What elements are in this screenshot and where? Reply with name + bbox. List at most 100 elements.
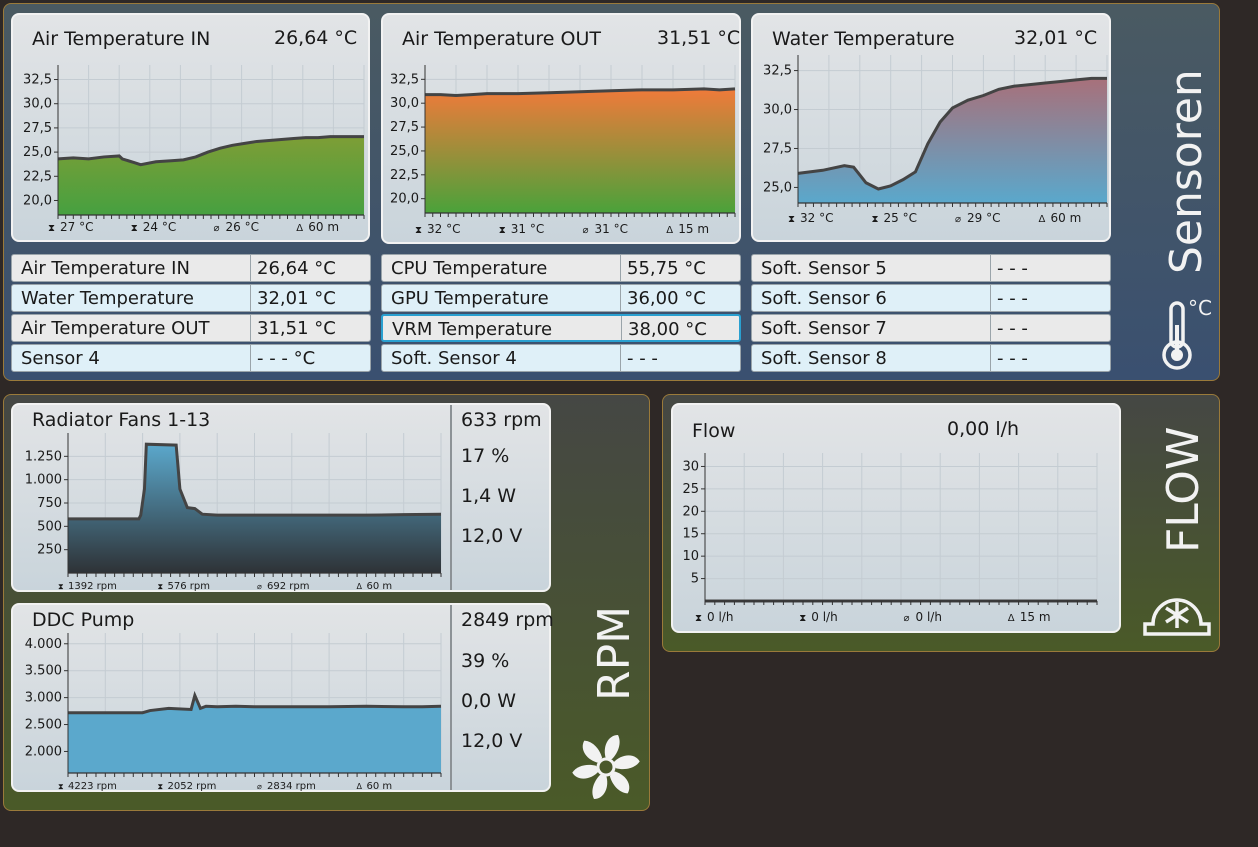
chart-title: Air Temperature OUT — [402, 28, 601, 50]
air-temperature-in-card[interactable]: Air Temperature IN 26,64 °C 20,0 22,5 25,0… — [11, 13, 370, 242]
series-area — [58, 136, 364, 215]
average-icon: ⌀ — [904, 613, 910, 624]
sensor-row[interactable]: Sensor 4 - - - °C — [11, 344, 371, 372]
max-icon: ⧗ — [58, 782, 64, 791]
sensor-row[interactable]: Soft. Sensor 4 - - - — [381, 344, 741, 372]
cell-separator — [990, 285, 991, 311]
min-icon: ⧗ — [872, 214, 879, 225]
sensor-name: Sensor 4 — [21, 348, 100, 369]
y-tick-label: 25,0 — [763, 180, 792, 195]
sensor-value: - - - — [997, 318, 1028, 339]
sensor-value: 36,00 °C — [627, 288, 706, 309]
water-temperature-card[interactable]: Water Temperature 32,01 °C 25,0 27,5 30,0 3… — [751, 13, 1111, 242]
average-icon: ⌀ — [214, 223, 220, 234]
series-line — [425, 87, 736, 98]
stat-min: 0 l/h — [811, 610, 837, 624]
y-tick-label: 30,0 — [23, 97, 52, 112]
ddc-pump-chart: 2.000 2.500 3.000 3.500 4.000 ⧗ 4223 rpm ⧗ 2052 … — [25, 633, 442, 792]
sensor-value: 26,64 °C — [257, 258, 336, 279]
average-icon: ⌀ — [955, 214, 961, 225]
radiator-fans-card[interactable]: Radiator Fans 1-13 250 500 750 1.000 1.250 ⧗ 1… — [11, 403, 551, 592]
stat-max: 0 l/h — [707, 610, 733, 624]
sensors-panel-label: Sensoren — [1161, 69, 1212, 274]
cell-separator — [620, 255, 621, 281]
cell-separator — [990, 255, 991, 281]
ddc-pump-card[interactable]: DDC Pump 2.000 2.500 3.000 3.500 4.000 ⧗ 4223 … — [11, 603, 554, 792]
y-tick-label: 2.000 — [25, 744, 62, 759]
sensor-value: 55,75 °C — [627, 258, 706, 279]
y-tick-label: 32,5 — [390, 72, 419, 87]
y-tick-label: 1.000 — [25, 473, 62, 488]
average-icon: ⌀ — [257, 782, 262, 791]
sensor-name: VRM Temperature — [392, 319, 553, 340]
time-span-icon: Δ — [1039, 214, 1046, 225]
y-tick-label: 22,5 — [390, 168, 419, 183]
chart-current-value: 31,51 °C — [657, 27, 741, 49]
stat-min: 31 °C — [511, 222, 544, 236]
divider — [450, 405, 452, 590]
stat-max: 1392 rpm — [68, 581, 117, 592]
time-span-icon: Δ — [357, 782, 363, 791]
average-icon: ⌀ — [257, 582, 262, 591]
cell-separator — [250, 345, 251, 371]
series-area — [425, 88, 735, 213]
stat-avg: 26 °C — [226, 220, 259, 234]
divider — [450, 605, 452, 790]
chart-title: Air Temperature IN — [32, 28, 211, 50]
sensor-row[interactable]: Soft. Sensor 8 - - - — [751, 344, 1111, 372]
y-tick-label: 22,5 — [23, 169, 52, 184]
y-tick-label: 32,5 — [23, 73, 52, 88]
chart-current-value: 26,64 °C — [274, 27, 358, 49]
y-tick-label: 3.500 — [25, 664, 62, 679]
stat-span: 15 m — [678, 222, 709, 236]
stat-avg: 0 l/h — [916, 610, 942, 624]
series-area — [68, 444, 441, 573]
flow-chart: 5 10 15 20 25 30 ⧗ 0 l/h ⧗ 0 l/h ⌀ 0 l/h Δ 15 m — [682, 453, 1098, 624]
min-icon: ⧗ — [158, 582, 164, 591]
air-temperature-out-card[interactable]: Air Temperature OUT 31,51 °C 20,0 22,5 25,… — [381, 13, 741, 244]
sensor-row[interactable]: Soft. Sensor 7 - - - — [751, 314, 1111, 342]
stat-min: 24 °C — [143, 220, 176, 234]
time-span-icon: Δ — [296, 223, 303, 234]
chart-title: Radiator Fans 1-13 — [32, 409, 211, 431]
min-icon: ⧗ — [499, 225, 506, 236]
sensor-row[interactable]: CPU Temperature 55,75 °C — [381, 254, 741, 282]
series-area — [798, 78, 1107, 203]
cell-separator — [990, 345, 991, 371]
sensor-row[interactable]: Water Temperature 32,01 °C — [11, 284, 371, 312]
sensor-name: Soft. Sensor 6 — [761, 288, 887, 309]
sensor-row[interactable]: VRM Temperature 38,00 °C — [381, 314, 741, 342]
min-icon: ⧗ — [799, 613, 806, 624]
average-icon: ⌀ — [583, 225, 589, 236]
sensor-row[interactable]: GPU Temperature 36,00 °C — [381, 284, 741, 312]
sensor-row[interactable]: Soft. Sensor 6 - - - — [751, 284, 1111, 312]
fan-icon — [572, 735, 640, 799]
flow-panel-label: FLOW — [1158, 426, 1209, 553]
y-tick-label: 5 — [691, 572, 699, 587]
thermometer-icon — [1162, 301, 1192, 370]
sensor-row[interactable]: Air Temperature OUT 31,51 °C — [11, 314, 371, 342]
chart-title: Flow — [692, 420, 736, 442]
y-tick-label: 250 — [37, 543, 62, 558]
stat-max: 32 °C — [800, 211, 833, 225]
max-icon: ⧗ — [48, 223, 55, 234]
chart-title: Water Temperature — [772, 28, 955, 50]
series-line — [57, 135, 364, 167]
stat-min: 576 rpm — [168, 581, 210, 592]
min-icon: ⧗ — [158, 782, 164, 791]
pump-voltage-value: 12,0 V — [461, 730, 523, 752]
stat-avg: 31 °C — [595, 222, 628, 236]
y-tick-label: 25,0 — [23, 145, 52, 160]
sensor-name: Air Temperature OUT — [21, 318, 210, 339]
cell-separator — [990, 315, 991, 341]
y-tick-label: 750 — [37, 496, 62, 511]
sensor-row[interactable]: Soft. Sensor 5 - - - — [751, 254, 1111, 282]
y-tick-label: 30,0 — [390, 96, 419, 111]
y-tick-label: 1.250 — [25, 449, 62, 464]
flow-sensor-icon — [1143, 598, 1211, 636]
sensor-value: - - - °C — [257, 348, 316, 369]
sensor-row[interactable]: Air Temperature IN 26,64 °C — [11, 254, 371, 282]
flow-card[interactable]: Flow 0,00 l/h 5 10 15 20 25 30 ⧗ 0 l/h ⧗ 0 l/h ⌀ 0 … — [671, 403, 1121, 633]
y-tick-label: 500 — [37, 519, 62, 534]
y-tick-label: 2.500 — [25, 718, 62, 733]
